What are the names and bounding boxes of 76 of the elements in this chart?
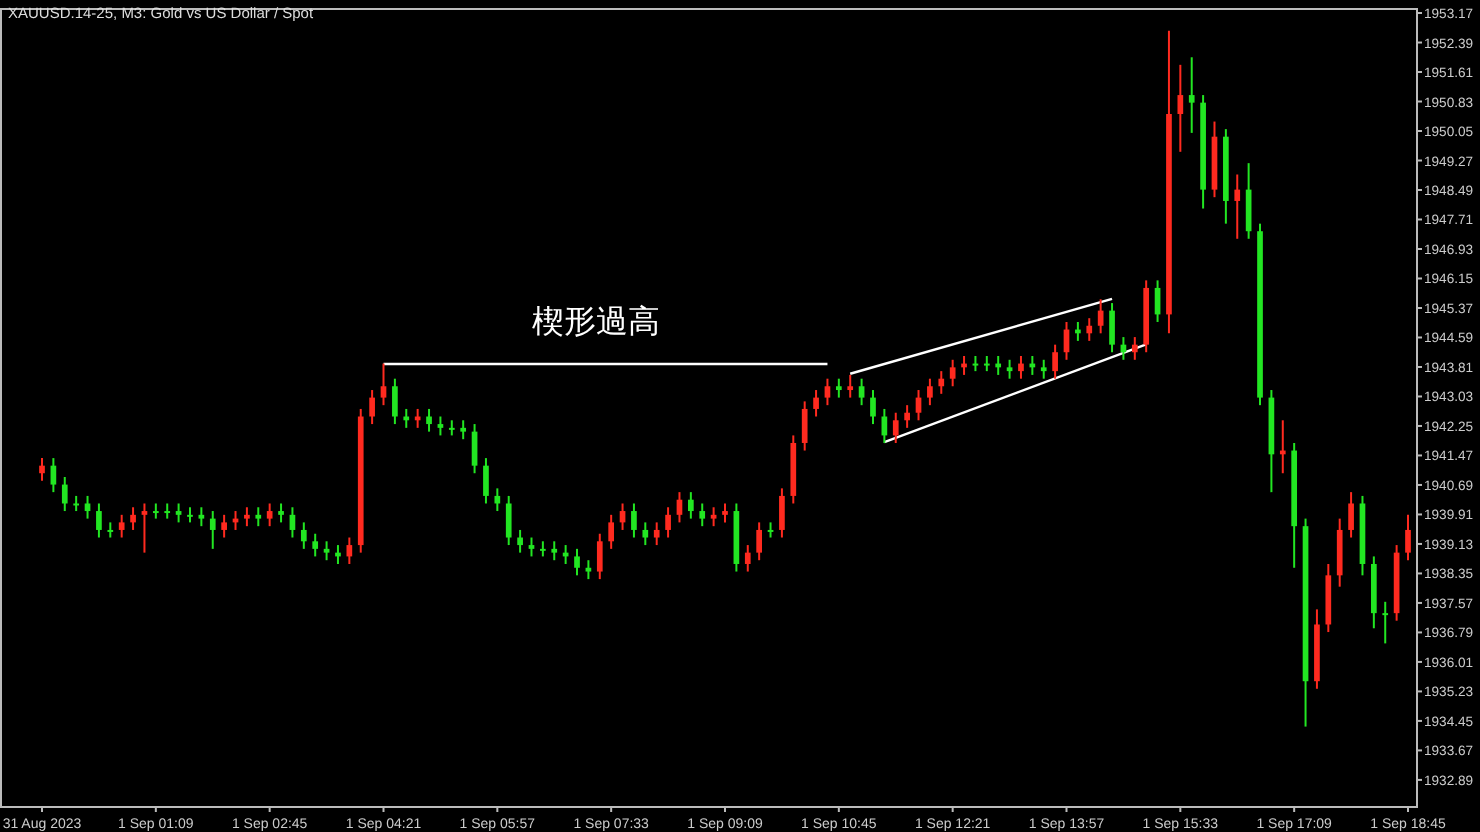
- candlestick: [494, 487, 501, 513]
- candlestick: [278, 502, 284, 524]
- candlestick: [1234, 173, 1241, 240]
- candlestick: [312, 532, 319, 558]
- candlestick: [107, 521, 114, 539]
- candlestick: [152, 502, 159, 520]
- candlestick: [938, 370, 945, 395]
- candlestick: [756, 521, 762, 562]
- candlestick: [1382, 600, 1389, 645]
- candlestick: [813, 389, 819, 418]
- candlestick: [699, 502, 706, 528]
- candlestick: [528, 536, 535, 558]
- candlestick: [517, 528, 523, 554]
- candlestick: [300, 521, 307, 550]
- candlestick: [380, 362, 387, 407]
- candlestick: [1040, 358, 1047, 380]
- candlestick: [221, 513, 227, 539]
- candlestick: [96, 502, 102, 539]
- candlestick: [870, 389, 876, 426]
- candlestick: [835, 377, 842, 399]
- candlestick: [323, 540, 330, 562]
- candlestick: [927, 377, 933, 407]
- candlestick: [198, 506, 205, 528]
- candlestick: [767, 521, 774, 539]
- candlestick: [392, 377, 398, 426]
- candlestick: [39, 457, 45, 482]
- candlestick: [266, 502, 273, 528]
- candlestick: [722, 502, 728, 524]
- candlestick: [631, 502, 637, 539]
- candlestick: [847, 373, 854, 399]
- candlestick: [801, 400, 808, 452]
- candlestick: [710, 506, 717, 528]
- candlestick: [1018, 355, 1024, 380]
- candlestick: [1405, 513, 1411, 562]
- candlestick: [130, 506, 136, 531]
- candlestick: [369, 389, 375, 426]
- candlestick: [574, 547, 580, 577]
- candlestick: [426, 407, 432, 433]
- candlestick: [61, 476, 68, 513]
- candlestick: [141, 502, 148, 554]
- candlestick: [460, 419, 467, 441]
- candlestick: [1336, 517, 1343, 588]
- candlestick: [1188, 56, 1195, 134]
- candlestick: [744, 544, 751, 573]
- candlestick: [904, 404, 910, 429]
- candlestick: [551, 540, 558, 562]
- candlestick: [437, 415, 444, 437]
- candlestick: [653, 521, 660, 547]
- candlestick: [84, 494, 91, 520]
- candlestick: [1086, 317, 1093, 342]
- candlestick: [1348, 491, 1354, 539]
- annotation: 楔形過高: [532, 304, 660, 340]
- candlestick: [665, 506, 671, 539]
- candlestick: [608, 513, 615, 550]
- candlestick: [585, 559, 592, 581]
- candlestick: [824, 377, 831, 407]
- candlestick: [1177, 63, 1184, 153]
- candlestick: [483, 457, 489, 505]
- candlestick: [642, 521, 649, 547]
- candlestick: [1131, 336, 1138, 361]
- candlestick: [892, 411, 899, 444]
- candlestick: [1006, 358, 1013, 380]
- candlestick: [779, 487, 785, 539]
- candlestick: [209, 510, 216, 550]
- candlestick: [244, 506, 250, 528]
- candlestick: [949, 358, 956, 388]
- candlestick: [255, 506, 262, 528]
- candlestick: [596, 532, 603, 581]
- candlestick: [118, 513, 125, 539]
- candlestick: [164, 502, 171, 520]
- candlestick: [175, 502, 182, 524]
- candlestick: [1052, 343, 1058, 380]
- candlestick: [505, 494, 512, 547]
- candlestick: [1109, 302, 1115, 354]
- candlestick: [858, 377, 865, 407]
- candlestick: [688, 491, 694, 520]
